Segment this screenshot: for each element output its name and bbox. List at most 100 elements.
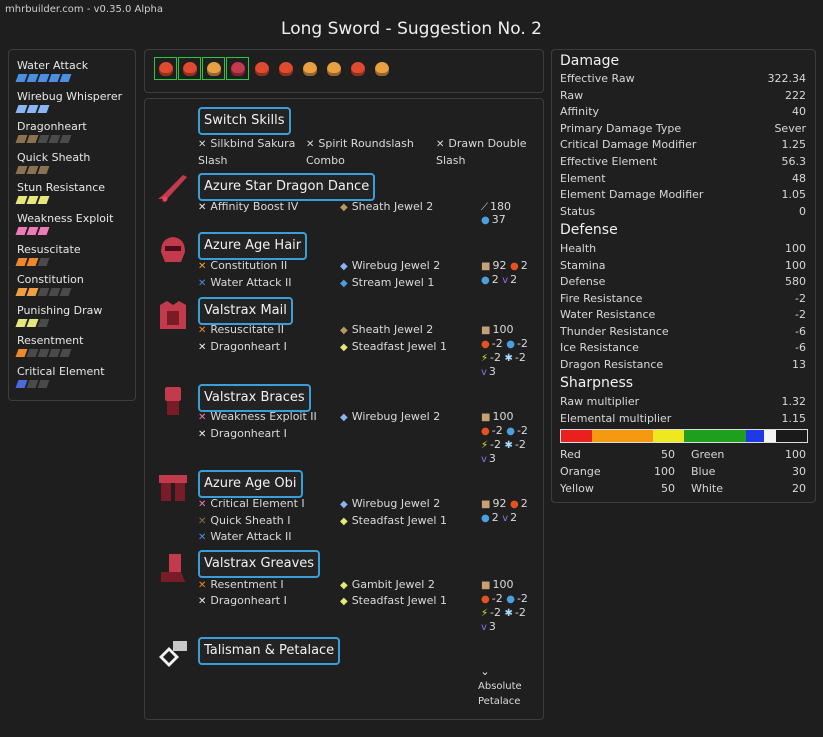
stat-row: Critical Damage Modifier 1.25 <box>560 138 806 151</box>
stat-label: Effective Raw <box>560 72 635 85</box>
decoration-slot[interactable] <box>154 57 177 80</box>
jewel-icon: ◆ <box>340 278 348 289</box>
skill-level-pips <box>15 165 135 174</box>
head-armor-button[interactable]: Azure Age Hair <box>198 232 308 260</box>
chest-armor-icon <box>160 301 186 329</box>
legs-res-row-2: ⚡ -2 ✱ -2 <box>481 606 526 619</box>
defense-icon: ■ <box>481 499 491 510</box>
stat-row: Elemental multiplier 1.15 <box>560 412 806 425</box>
switch-skill-icon: ✕ <box>306 139 315 150</box>
chest-armor-button[interactable]: Valstrax Mail <box>198 297 293 325</box>
water-icon: ● <box>506 339 515 350</box>
decoration-slot[interactable] <box>322 57 345 80</box>
ice-icon: ✱ <box>504 608 513 619</box>
decoration-slot[interactable] <box>202 57 225 80</box>
skill-name: Wirebug Whisperer <box>17 89 123 103</box>
waist-armor-icon <box>159 475 187 501</box>
decoration-slot[interactable] <box>370 57 393 80</box>
helmet-icon <box>161 237 185 262</box>
stat-label: Effective Element <box>560 155 658 168</box>
stat-label: Health <box>560 242 597 255</box>
fire-icon: ● <box>481 339 490 350</box>
stat-label: Defense <box>560 275 606 288</box>
petalace-icon: ⌄ <box>480 665 490 678</box>
skill-name: Weakness Exploit <box>17 211 114 225</box>
waist-stats-row-1: ■ 92 ● 2 <box>481 497 528 510</box>
switch-skills-header[interactable]: Switch Skills <box>198 107 291 135</box>
sharpness-color-label: White <box>691 482 723 495</box>
skill-entry[interactable]: Quick Sheath <box>15 150 135 182</box>
jewel-icon <box>254 61 269 76</box>
talisman-button[interactable]: Talisman & Petalace <box>198 637 341 665</box>
weapon-skill: ✕ Affinity Boost IV <box>198 200 299 213</box>
arms-armor-button[interactable]: Valstrax Braces <box>198 384 311 412</box>
jewel-icon <box>374 61 389 76</box>
stat-row: Affinity 40 <box>560 105 806 118</box>
sharpness-bar <box>560 429 808 443</box>
skill-level-pip <box>37 104 50 113</box>
skill-name: Water Attack <box>17 59 89 72</box>
decoration-slot[interactable] <box>250 57 273 80</box>
stat-value: 222 <box>785 88 806 102</box>
chest-res-row-2: ⚡ -2 ✱ -2 <box>481 351 526 364</box>
skill-level-pip <box>37 257 50 266</box>
arms-res-row-1: ● -2 ● -2 <box>481 424 528 437</box>
chest-skill-1: ✕ Resuscitate II <box>198 323 284 336</box>
sharpness-color-value: 50 <box>661 482 675 495</box>
stat-row: Defense 580 <box>560 275 806 288</box>
waist-jewel-2: ◆ Steadfast Jewel 1 <box>340 514 447 527</box>
skill-entry[interactable]: Resentment <box>15 334 135 365</box>
skill-level-pip <box>15 165 28 174</box>
stat-value: 48 <box>792 171 806 185</box>
head-skill-2: ✕ Water Attack II <box>198 276 292 289</box>
skill-entry[interactable]: Weakness Exploit <box>15 211 135 243</box>
stat-label: Water Resistance <box>560 308 656 321</box>
skill-entry[interactable]: Constitution <box>15 273 135 304</box>
jewel-icon <box>206 61 221 76</box>
arms-defense: ■ 100 <box>481 410 514 423</box>
stat-label: Status <box>560 204 596 218</box>
decoration-slot[interactable] <box>274 57 297 80</box>
stat-label: Elemental multiplier <box>560 411 672 425</box>
skill-entry[interactable]: Punishing Draw <box>15 304 135 335</box>
defense-icon: ■ <box>481 325 491 336</box>
decoration-slot[interactable] <box>178 57 201 80</box>
skill-entry[interactable]: Stun Resistance <box>15 181 135 212</box>
skill-entry[interactable]: Critical Element <box>15 365 135 396</box>
waist-skill-1: ✕ Critical Element I <box>198 497 305 510</box>
sharpness-color-value: 100 <box>785 448 806 461</box>
legs-skill-2: ✕ Dragonheart I <box>198 594 287 607</box>
water-icon: ● <box>481 513 490 524</box>
stat-label: Element <box>560 171 606 185</box>
skill-entry[interactable]: Water Attack <box>15 59 135 90</box>
weapon-name-button[interactable]: Azure Star Dragon Dance <box>198 173 376 201</box>
decorations-bar <box>144 49 544 93</box>
skill-level-pip <box>59 74 72 82</box>
defense-icon: ■ <box>481 412 491 423</box>
waist-skill-2: ✕ Quick Sheath I <box>198 514 291 527</box>
skill-level-pip <box>37 379 50 388</box>
waist-armor-button[interactable]: Azure Age Obi <box>198 470 303 498</box>
skill-entry[interactable]: Dragonheart <box>15 120 135 151</box>
skill-level-pip <box>59 349 72 358</box>
sharpness-segment <box>684 430 746 442</box>
sharpness-segment <box>763 430 777 442</box>
stat-value: -6 <box>795 324 806 338</box>
decoration-slot[interactable] <box>226 57 249 80</box>
legs-armor-button[interactable]: Valstrax Greaves <box>198 550 321 578</box>
decoration-slot[interactable] <box>346 57 369 80</box>
stat-row: Effective Raw 322.34 <box>560 72 806 85</box>
decoration-slot[interactable] <box>298 57 321 80</box>
sharpness-table-row: Yellow 50 <box>560 482 675 495</box>
stat-label: Element Damage Modifier <box>560 188 704 202</box>
jewel-icon: ◆ <box>340 342 348 353</box>
skill-level-pips <box>15 74 135 82</box>
skills-list: Water Attack Wirebug Whisperer Dragonheart… <box>15 59 135 396</box>
stat-value: Sever <box>774 121 806 135</box>
skill-entry[interactable]: Wirebug Whisperer <box>15 89 135 121</box>
skill-name: Quick Sheath <box>17 150 91 164</box>
skill-entry[interactable]: Resuscitate <box>15 243 135 274</box>
jewel-icon <box>302 61 317 76</box>
